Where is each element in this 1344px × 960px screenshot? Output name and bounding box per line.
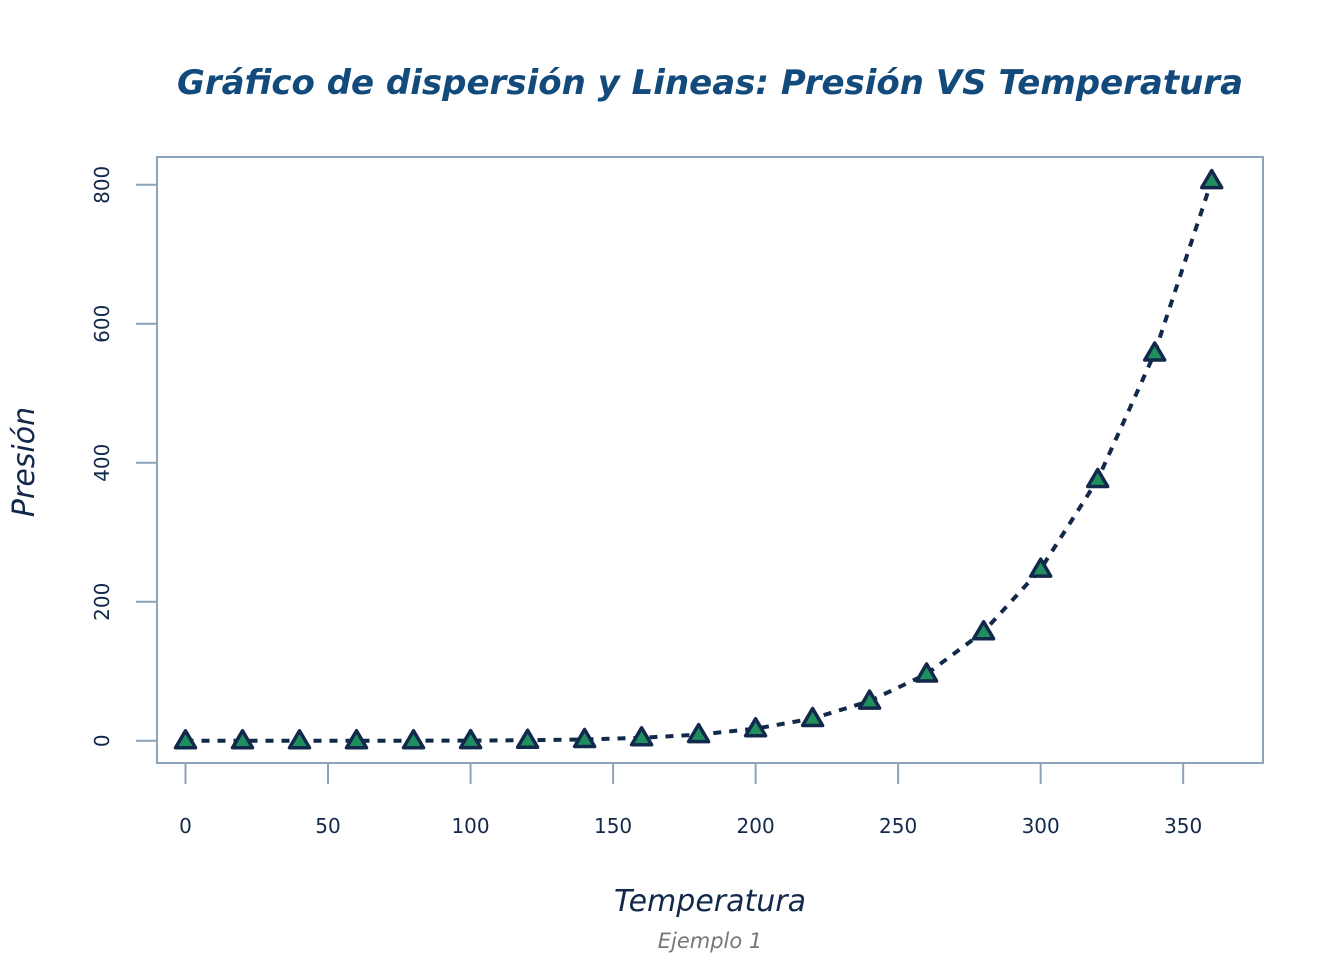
data-point-marker bbox=[1199, 168, 1224, 190]
data-point-marker bbox=[1085, 467, 1110, 489]
data-point-marker bbox=[287, 729, 312, 750]
data-point-marker bbox=[971, 619, 996, 641]
y-tick-label: 200 bbox=[90, 583, 114, 621]
y-tick-label: 0 bbox=[90, 734, 114, 747]
data-point-marker bbox=[515, 728, 540, 749]
chart-caption: Ejemplo 1 bbox=[658, 929, 763, 953]
data-point-marker bbox=[458, 728, 483, 750]
data-point-marker bbox=[1142, 341, 1167, 362]
x-tick-label: 150 bbox=[594, 814, 632, 838]
data-point-marker bbox=[857, 689, 882, 710]
x-tick-label: 250 bbox=[879, 814, 917, 838]
data-point-marker bbox=[1028, 557, 1053, 578]
x-tick-label: 0 bbox=[179, 814, 192, 838]
data-point-marker bbox=[344, 728, 369, 750]
series-line bbox=[185, 179, 1214, 743]
x-axis-title: Temperatura bbox=[614, 884, 806, 919]
y-tick-label: 800 bbox=[90, 166, 114, 204]
data-point-marker bbox=[914, 662, 939, 683]
chart-title: Gráfico de dispersión y Lineas: Presión … bbox=[177, 63, 1243, 103]
x-tick-label: 50 bbox=[315, 814, 340, 838]
plot-frame bbox=[156, 156, 1264, 764]
data-point-marker bbox=[743, 716, 768, 738]
data-point-marker bbox=[230, 729, 255, 750]
series-markers bbox=[173, 168, 1224, 750]
x-tick-label: 200 bbox=[737, 814, 775, 838]
y-axis: 0 200 400 600 800 bbox=[90, 166, 157, 747]
data-point-marker bbox=[572, 727, 597, 749]
y-tick-label: 400 bbox=[90, 444, 114, 482]
data-point-marker bbox=[629, 726, 654, 747]
x-tick-label: 100 bbox=[451, 814, 489, 838]
data-point-marker bbox=[800, 706, 825, 728]
y-axis-title: Presión bbox=[7, 407, 42, 517]
data-point-marker bbox=[173, 729, 198, 750]
x-tick-label: 350 bbox=[1164, 814, 1202, 838]
x-axis: 0 50 100 150 200 250 300 350 bbox=[179, 763, 1202, 838]
y-tick-label: 600 bbox=[90, 305, 114, 343]
x-tick-label: 300 bbox=[1022, 814, 1060, 838]
data-point-marker bbox=[401, 728, 426, 750]
data-point-marker bbox=[686, 722, 711, 744]
